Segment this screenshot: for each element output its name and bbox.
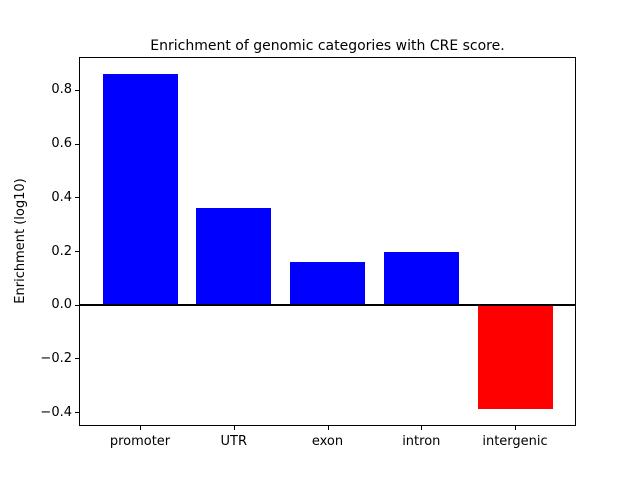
zero-line bbox=[80, 303, 575, 306]
bar-intron bbox=[383, 252, 459, 305]
y-tick-label: 0.8 bbox=[51, 82, 72, 98]
y-tick-label: 0.4 bbox=[51, 189, 72, 205]
x-tick-mark bbox=[421, 426, 423, 430]
x-tick-label-intergenic: intergenic bbox=[482, 434, 548, 449]
bar-promoter bbox=[102, 73, 178, 305]
x-tick-mark bbox=[515, 426, 516, 430]
y-tick-label: 0.6 bbox=[51, 136, 72, 151]
y-tick-mark bbox=[75, 197, 79, 199]
bar-intergenic bbox=[477, 304, 553, 410]
y-tick-mark bbox=[75, 412, 79, 414]
x-tick-mark bbox=[140, 426, 141, 430]
y-tick-label: 0.0 bbox=[51, 297, 72, 313]
y-tick-mark bbox=[75, 304, 79, 306]
bar-exon bbox=[290, 261, 365, 305]
y-tick-label: −0.2 bbox=[40, 350, 72, 366]
x-tick-label-exon: exon bbox=[311, 434, 344, 449]
y-tick-mark bbox=[75, 358, 79, 360]
x-tick-mark bbox=[233, 426, 235, 430]
x-tick-mark bbox=[327, 426, 329, 430]
chart-title: Enrichment of genomic categories with CR… bbox=[150, 38, 505, 54]
y-tick-mark bbox=[75, 251, 79, 252]
x-tick-label-promoter: promoter bbox=[109, 434, 171, 449]
bar-UTR bbox=[196, 208, 272, 305]
x-tick-label-intron: intron bbox=[402, 434, 441, 449]
y-tick-label: −0.4 bbox=[40, 404, 72, 420]
plot-area bbox=[79, 57, 576, 426]
y-tick-label: 0.2 bbox=[51, 243, 72, 259]
x-tick-label-UTR: UTR bbox=[220, 434, 248, 449]
y-tick-mark bbox=[75, 143, 79, 145]
y-tick-mark bbox=[75, 89, 79, 91]
